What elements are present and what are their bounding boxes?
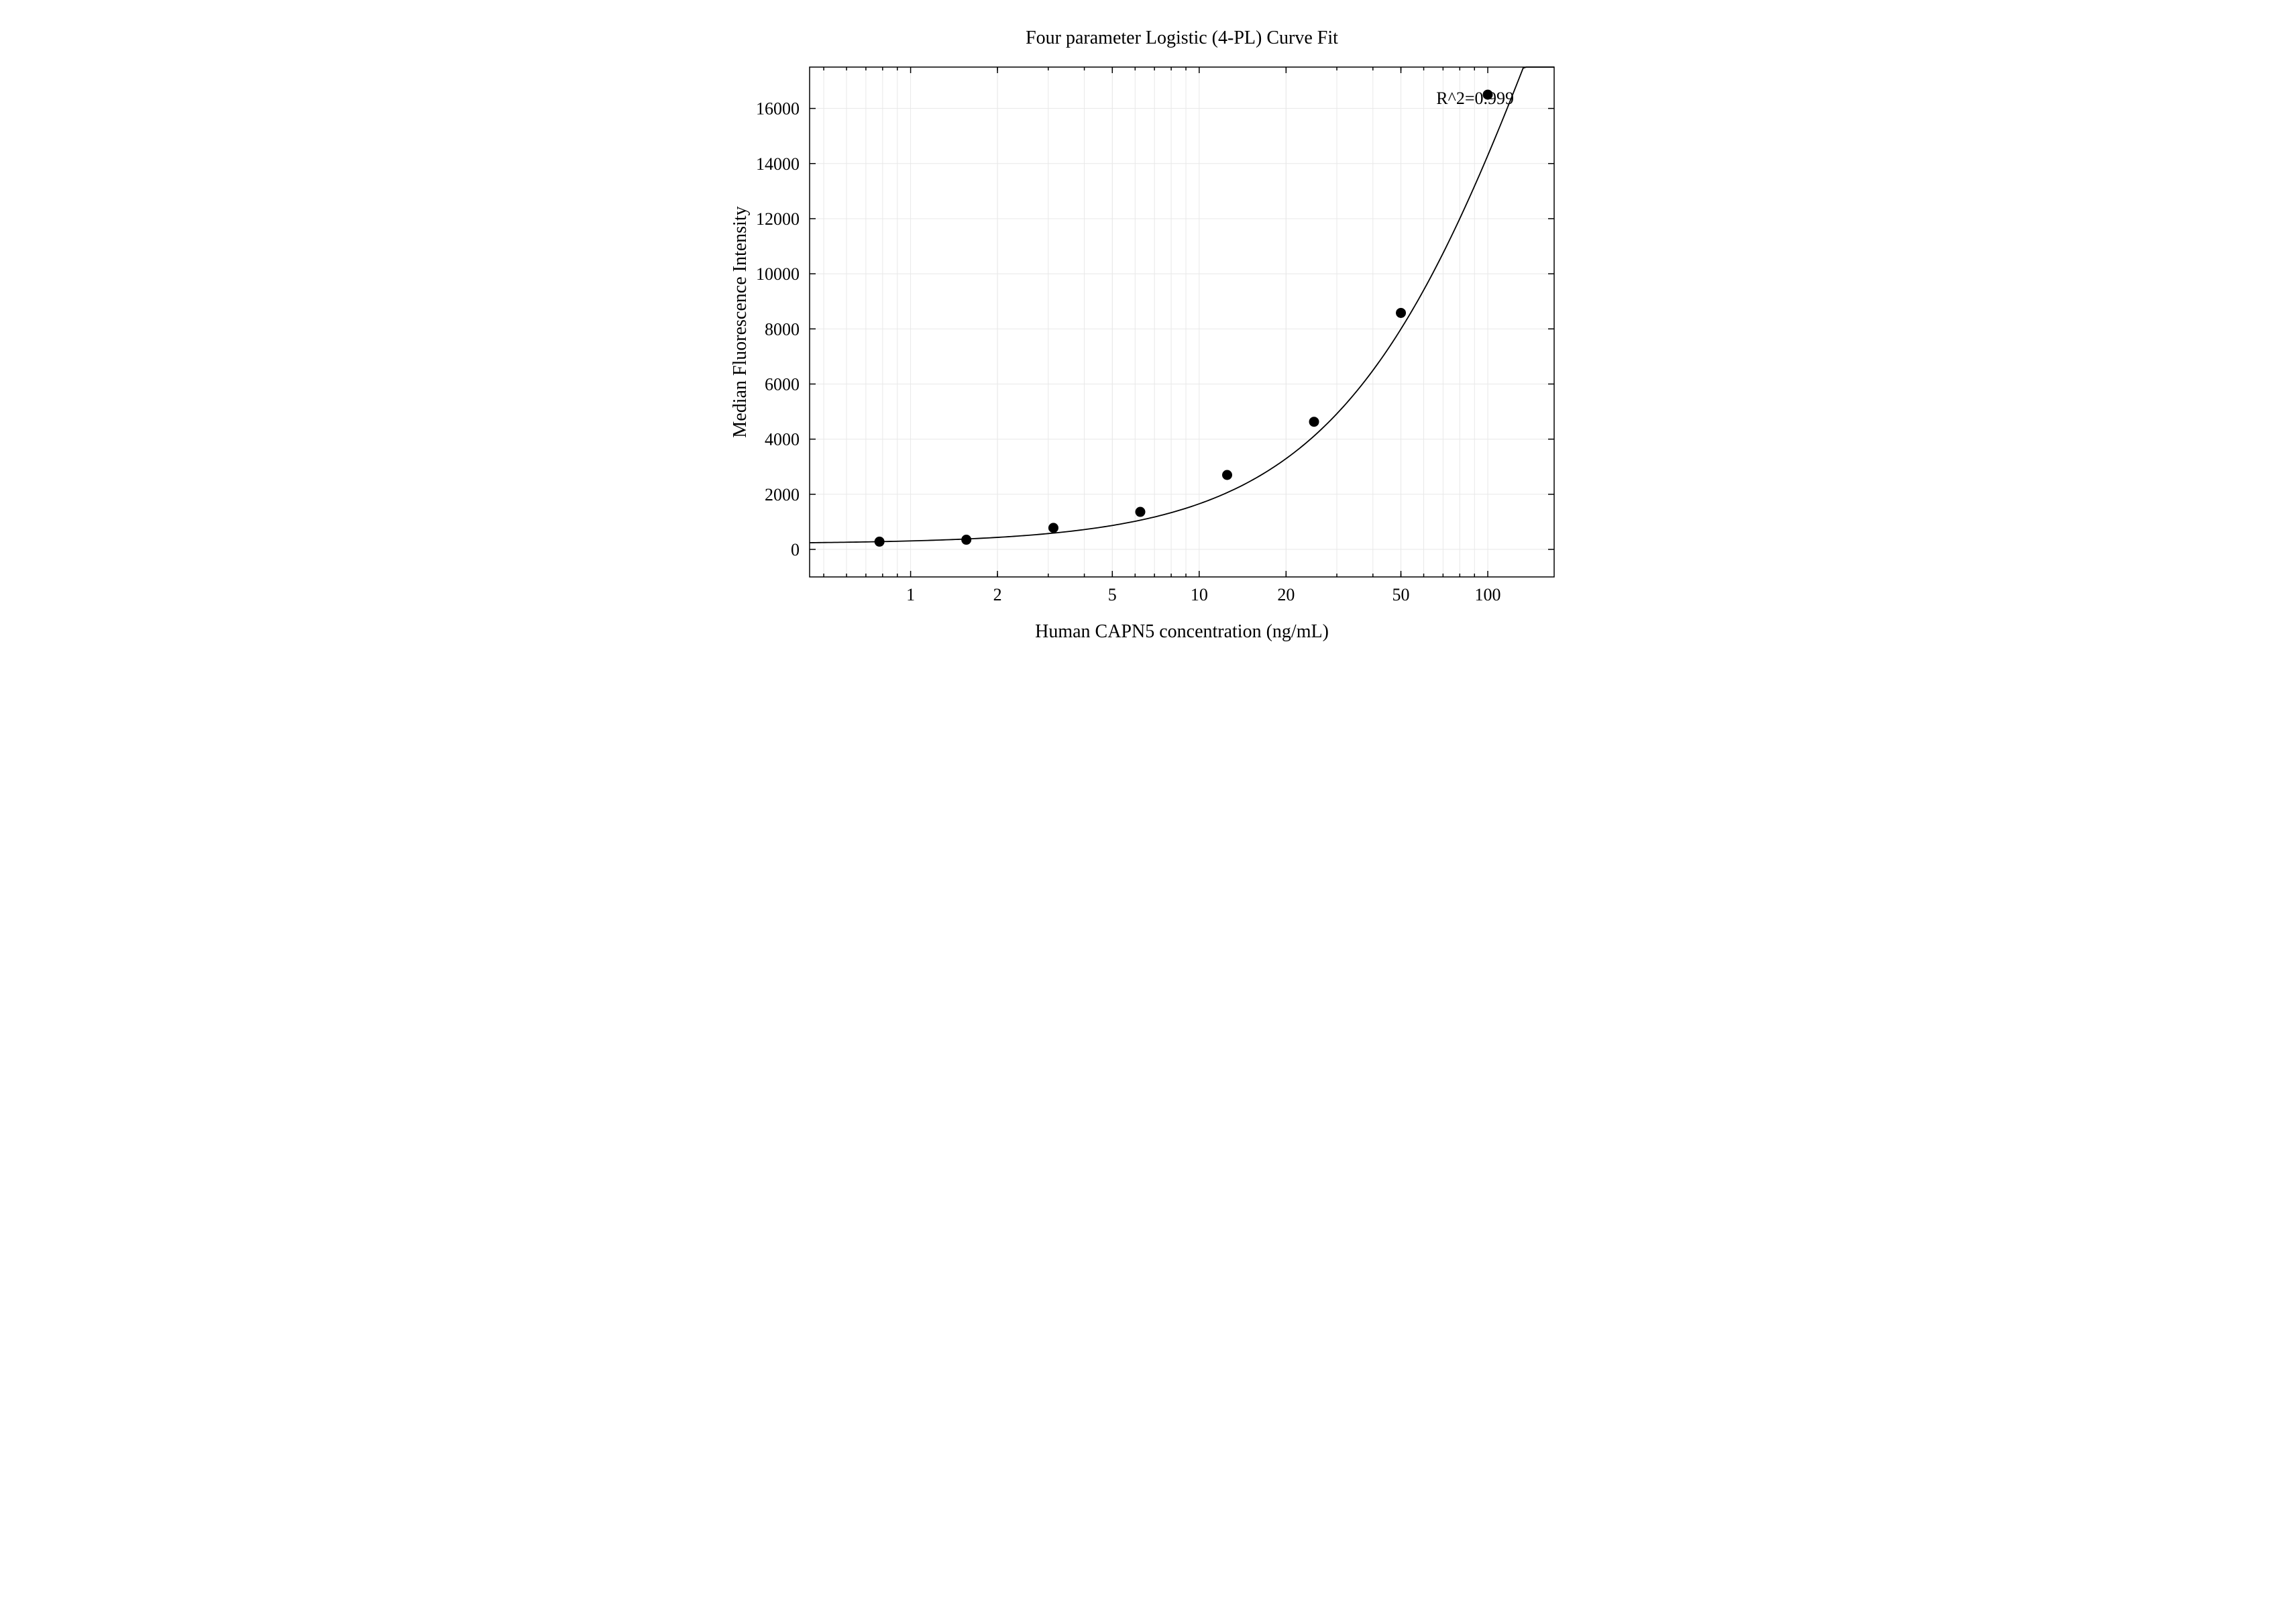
svg-text:4000: 4000 [765, 430, 800, 449]
chart-container: 1 2 5 10 20 50 100 0 2000 4000 6000 8000 10000 12000 1… [639, 0, 1658, 712]
svg-text:10: 10 [1190, 585, 1207, 604]
chart-svg: 1 2 5 10 20 50 100 0 2000 4000 6000 8000 10000 12000 1… [639, 0, 1658, 712]
svg-text:50: 50 [1392, 585, 1409, 604]
svg-text:2000: 2000 [765, 485, 800, 504]
chart-title: Four parameter Logistic (4-PL) Curve Fit [1026, 28, 1338, 48]
svg-text:12000: 12000 [756, 209, 800, 229]
data-point [1048, 523, 1058, 533]
svg-text:10000: 10000 [756, 264, 800, 284]
x-axis-label: Human CAPN5 concentration (ng/mL) [1035, 621, 1329, 642]
data-point [1309, 417, 1319, 427]
y-axis-label: Median Fluorescence Intensity [730, 206, 751, 437]
svg-text:6000: 6000 [765, 374, 800, 394]
svg-text:100: 100 [1474, 585, 1500, 604]
svg-text:20: 20 [1277, 585, 1295, 604]
svg-text:5: 5 [1107, 585, 1116, 604]
svg-text:16000: 16000 [756, 99, 800, 119]
svg-text:14000: 14000 [756, 154, 800, 174]
r-squared-annotation: R^2=0.999 [1436, 89, 1514, 108]
data-point [961, 535, 971, 545]
svg-text:2: 2 [993, 585, 1001, 604]
svg-text:1: 1 [906, 585, 915, 604]
data-point [1222, 470, 1232, 480]
data-point [1135, 507, 1145, 517]
svg-text:0: 0 [791, 540, 800, 559]
data-point [874, 537, 884, 547]
svg-text:8000: 8000 [765, 319, 800, 339]
data-point [1396, 308, 1406, 318]
